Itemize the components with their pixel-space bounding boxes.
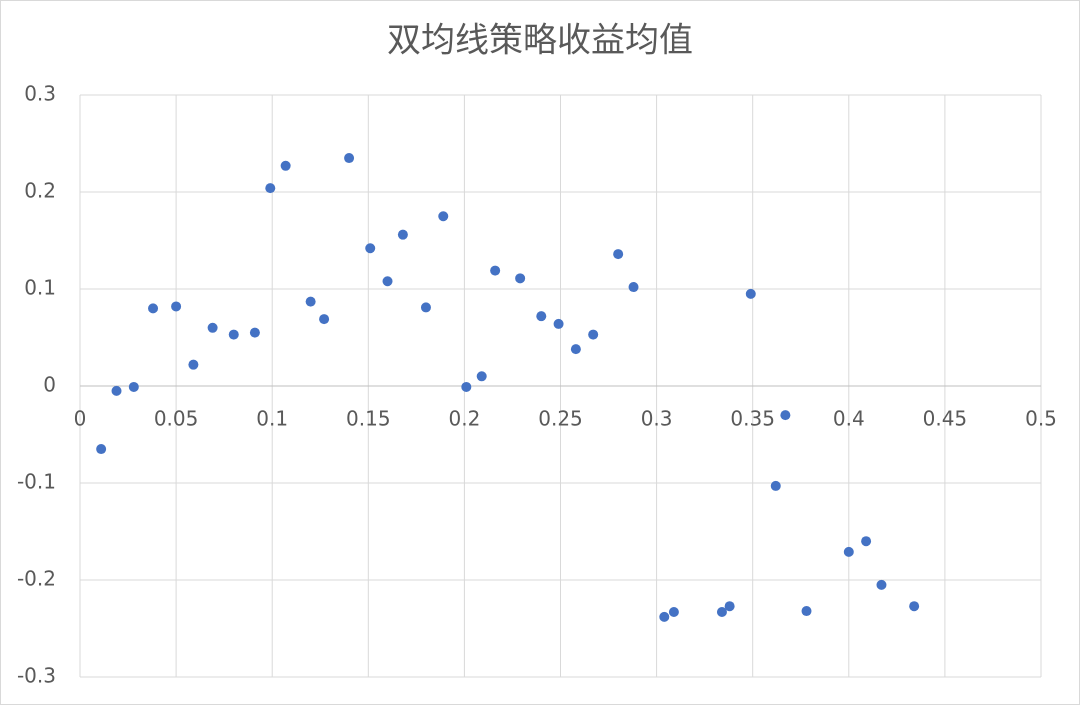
point [228, 329, 239, 340]
y-tick-label: -0.3 [17, 664, 56, 688]
point [876, 579, 887, 590]
point [382, 276, 393, 287]
x-tick-label: 0.45 [923, 407, 968, 431]
y-tick-label: -0.2 [17, 567, 56, 591]
point [265, 183, 276, 194]
point [716, 607, 727, 618]
x-tick-label: 0.25 [538, 407, 583, 431]
x-tick-label: 0.35 [730, 407, 775, 431]
point [668, 607, 679, 618]
x-tick-label: 0 [74, 407, 87, 431]
point [801, 606, 812, 617]
point [861, 536, 872, 547]
x-tick-label: 0.05 [154, 407, 199, 431]
point [171, 301, 182, 312]
point [461, 381, 472, 392]
point [148, 303, 159, 314]
x-tick-label: 0.3 [641, 407, 673, 431]
point [397, 229, 408, 240]
point [188, 359, 199, 370]
y-tick-label: 0.3 [24, 82, 56, 106]
point [490, 265, 501, 276]
point [476, 371, 487, 382]
x-tick-label: 0.15 [346, 407, 391, 431]
point [128, 381, 139, 392]
point [96, 444, 107, 455]
point [588, 329, 599, 340]
point [207, 322, 218, 333]
point [745, 288, 756, 299]
y-tick-label: 0.2 [24, 179, 56, 203]
x-tick-label: 0.1 [256, 407, 288, 431]
point [515, 273, 526, 284]
point [438, 211, 449, 222]
point [613, 249, 624, 260]
point [344, 153, 355, 164]
point [770, 480, 781, 491]
point [536, 311, 547, 322]
y-tick-label: 0.1 [24, 276, 56, 300]
point [628, 282, 639, 293]
point [909, 601, 920, 612]
point [724, 601, 735, 612]
point [280, 160, 291, 171]
x-tick-label: 0.2 [448, 407, 480, 431]
point [780, 410, 791, 421]
point [365, 243, 376, 254]
point [570, 344, 581, 355]
x-tick-label: 0.5 [1025, 407, 1057, 431]
y-tick-label: 0 [43, 373, 56, 397]
point [249, 327, 260, 338]
point [420, 302, 431, 313]
point [319, 314, 330, 325]
point [553, 318, 564, 329]
point [843, 546, 854, 557]
point [659, 611, 670, 622]
chart-title: 双均线策略收益均值 [387, 21, 693, 61]
point [111, 385, 122, 396]
x-tick-label: 0.4 [833, 407, 865, 431]
y-tick-label: -0.1 [17, 470, 56, 494]
point [305, 296, 316, 307]
